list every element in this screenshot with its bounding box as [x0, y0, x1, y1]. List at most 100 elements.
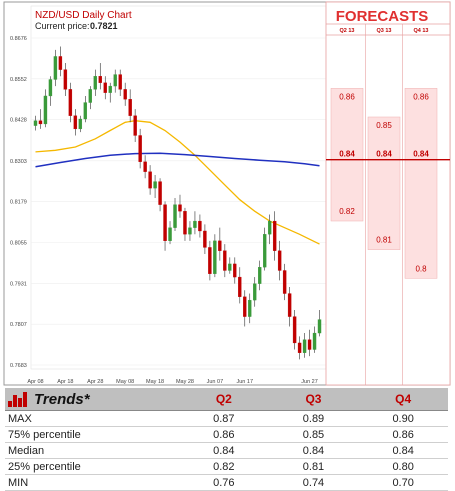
candle-body: [297, 342, 302, 353]
candle-body: [193, 220, 197, 228]
candle-body: [68, 89, 73, 116]
current-price-value: 0.7821: [90, 21, 118, 31]
candle-body: [243, 296, 247, 317]
candle-body: [292, 316, 297, 344]
candle-body: [148, 171, 152, 189]
row-label: 25% percentile: [5, 458, 179, 475]
table-row: Median 0.84 0.84 0.84: [5, 442, 448, 459]
y-tick-label: 0.8055: [10, 240, 27, 246]
current-price-label: Current price:: [35, 21, 90, 31]
candle-body: [307, 339, 312, 350]
candle-body: [263, 234, 267, 268]
candle-body: [103, 82, 107, 93]
candle-body: [83, 102, 88, 120]
candle-body: [128, 99, 132, 116]
candle-body: [258, 267, 262, 284]
forecast-range-box: [367, 116, 401, 250]
x-tick-label: May 08: [116, 379, 134, 385]
candle-body: [43, 95, 48, 125]
row-value-q2: 0.76: [179, 474, 269, 491]
row-value-q2: 0.84: [179, 442, 269, 459]
candle-body: [233, 263, 237, 278]
trends-table: Trends* Q2 Q3 Q4 MAX 0.87 0.89 0.90 75% …: [5, 388, 448, 491]
candle-body: [73, 115, 78, 130]
forecast-value: 0.86: [413, 92, 429, 101]
forecasts-title: FORECASTS: [336, 8, 429, 25]
x-tick-label: Jun 07: [207, 379, 224, 385]
ma-long-line: [35, 152, 320, 168]
x-tick-label: Apr 08: [27, 379, 43, 385]
row-value-q2: 0.82: [179, 458, 269, 475]
candle-body: [78, 118, 83, 130]
candle-body: [267, 220, 272, 235]
candle-body: [133, 115, 137, 136]
candle-body: [203, 230, 207, 248]
candle-body: [163, 204, 167, 242]
candle-body: [198, 220, 202, 232]
forecast-range-box: [330, 88, 364, 222]
forecast-value: 0.84: [339, 150, 355, 159]
trends-header-row: Trends* Q2 Q3 Q4: [5, 388, 448, 411]
forecast-column-label: Q4 13: [414, 28, 429, 34]
row-label: Median: [5, 442, 179, 459]
trends-header-cell: Trends*: [5, 388, 179, 411]
forecast-value: 0.84: [376, 150, 392, 159]
nzdusd-chart: Q2 13 0.86 0.84 0.82 Q3 13 0.85 0.84 0.81 Q4 13 0…: [3, 1, 451, 386]
forecast-value: 0.81: [376, 236, 392, 245]
plot-area: [30, 5, 327, 370]
y-tick-label: 0.8676: [10, 36, 27, 42]
candle-body: [287, 293, 292, 317]
row-label: MAX: [5, 410, 179, 427]
row-value-q3: 0.89: [268, 410, 359, 427]
candle-body: [213, 240, 217, 274]
candle-body: [317, 319, 322, 334]
y-tick-label: 0.8179: [10, 200, 27, 206]
x-tick-label: Apr 28: [87, 379, 103, 385]
candle-body: [123, 89, 127, 100]
row-value-q2: 0.86: [179, 426, 269, 443]
candle-body: [38, 120, 43, 125]
candle-body: [58, 56, 63, 70]
x-tick-label: Apr 18: [57, 379, 73, 385]
candle-body: [183, 211, 187, 235]
candle-body: [238, 276, 242, 297]
bar-chart-icon: [8, 391, 28, 407]
forecast-value: 0.85: [376, 121, 392, 130]
chart-title: NZD/USD Daily Chart: [35, 10, 132, 21]
candle-body: [168, 227, 172, 242]
candle-body: [153, 181, 157, 189]
y-tick-label: 0.8303: [10, 159, 27, 165]
table-row: 25% percentile 0.82 0.81 0.80: [5, 458, 448, 475]
candle-body: [253, 283, 257, 301]
candle-body: [208, 247, 212, 274]
forecast-value: 0.82: [339, 207, 355, 216]
x-tick-label: Jun 27: [301, 379, 318, 385]
row-value-q4: 0.80: [358, 458, 448, 475]
table-row: MAX 0.87 0.89 0.90: [5, 410, 448, 427]
candle-body: [33, 120, 38, 126]
row-value-q4: 0.84: [358, 442, 448, 459]
row-value-q3: 0.74: [268, 474, 359, 491]
row-value-q4: 0.70: [358, 474, 448, 491]
x-tick-label: Jun 17: [237, 379, 254, 385]
candle-body: [272, 220, 277, 251]
row-value-q3: 0.81: [268, 458, 359, 475]
row-value-q4: 0.90: [358, 410, 448, 427]
header-q2: Q2: [179, 388, 269, 411]
row-value-q2: 0.87: [179, 410, 269, 427]
row-label: 75% percentile: [5, 426, 179, 443]
candle-body: [302, 339, 307, 353]
x-tick-label: May 28: [176, 379, 194, 385]
candle-body: [277, 250, 282, 271]
forecast-column-label: Q2 13: [340, 28, 355, 34]
candle-body: [53, 56, 58, 80]
row-value-q3: 0.84: [268, 442, 359, 459]
candle-body: [228, 263, 232, 271]
row-label: MIN: [5, 474, 179, 491]
row-value-q4: 0.86: [358, 426, 448, 443]
forecast-value: 0.86: [339, 92, 355, 101]
forecast-value: 0.84: [413, 150, 429, 159]
y-tick-label: 0.7683: [10, 363, 27, 369]
y-tick-label: 0.8428: [10, 118, 27, 124]
forecast-value: 0.8: [415, 264, 427, 273]
